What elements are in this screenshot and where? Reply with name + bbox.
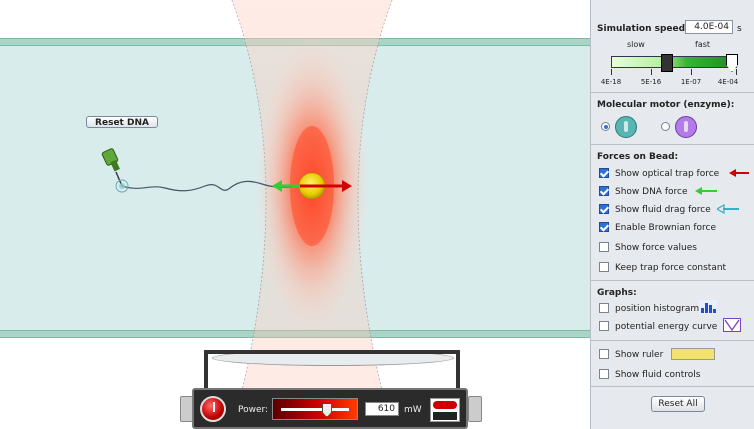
laser-stand	[204, 350, 460, 390]
potential-energy-label: potential energy curve	[615, 322, 718, 332]
power-slider[interactable]	[272, 398, 358, 420]
power-value-field[interactable]: 610	[365, 402, 399, 416]
motor-radio-teal[interactable]	[601, 122, 610, 131]
position-histogram-label: position histogram	[615, 304, 700, 314]
simulation-speed-label: Simulation speed:	[597, 24, 689, 34]
position-histogram-checkbox[interactable]	[599, 303, 609, 313]
speed-range-divider	[661, 54, 673, 72]
speed-slow-label: slow	[627, 40, 645, 49]
speed-tick-label: 5E-16	[640, 78, 662, 86]
speed-tick	[611, 69, 612, 75]
potential-energy-checkbox[interactable]	[599, 321, 609, 331]
optical-trap-force-arrow-icon	[300, 180, 352, 192]
cyan-left-arrow-icon	[717, 204, 739, 214]
divider	[591, 280, 754, 281]
forces-title: Forces on Bead:	[597, 152, 679, 162]
power-unit: mW	[404, 405, 422, 415]
molecular-motor-title: Molecular motor (enzyme):	[597, 100, 735, 110]
fluid-drag-force-checkbox[interactable]	[599, 204, 609, 214]
force-values-checkbox[interactable]	[599, 242, 609, 252]
fluid-drag-force-label: Show fluid drag force	[615, 205, 711, 215]
fluid-controls-checkbox[interactable]	[599, 369, 609, 379]
dna-strand	[121, 180, 301, 192]
divider	[591, 386, 754, 387]
simulation-speed-slider[interactable]	[611, 56, 737, 68]
histogram-icon	[699, 300, 717, 314]
speed-tick-label: 4E-04	[717, 78, 739, 86]
divider	[591, 340, 754, 341]
control-panel: Simulation speed: 4.0E-04 s slow fast 4E…	[590, 0, 754, 429]
red-left-arrow-icon	[729, 169, 749, 177]
dna-force-label: Show DNA force	[615, 187, 688, 197]
motor-radio-purple[interactable]	[661, 122, 670, 131]
divider	[591, 92, 754, 93]
speed-tick	[736, 69, 737, 75]
brownian-force-label: Enable Brownian force	[615, 223, 717, 233]
reset-all-button[interactable]: Reset All	[651, 396, 705, 412]
optical-trap-force-checkbox[interactable]	[599, 168, 609, 178]
force-values-label: Show force values	[615, 243, 697, 253]
speed-tick	[691, 69, 692, 75]
simulation-speed-thumb[interactable]	[726, 54, 738, 72]
speed-tick-label: 4E-18	[600, 78, 622, 86]
power-slider-thumb[interactable]	[321, 403, 332, 417]
speed-tick	[651, 69, 652, 75]
pushpin-icon	[101, 148, 129, 193]
enzyme-teal-icon	[615, 116, 637, 138]
ruler-icon	[671, 348, 715, 360]
speed-fast-label: fast	[695, 40, 711, 49]
trap-force-constant-label: Keep trap force constant	[615, 263, 727, 273]
trap-force-constant-checkbox[interactable]	[599, 262, 609, 272]
divider	[591, 144, 754, 145]
optical-trap-force-label: Show optical trap force	[615, 169, 720, 179]
green-left-arrow-icon	[695, 187, 717, 195]
energy-curve-icon	[723, 318, 741, 332]
graphs-title: Graphs:	[597, 288, 637, 298]
simulation-speed-field[interactable]: 4.0E-04	[685, 20, 733, 34]
dna-force-checkbox[interactable]	[599, 186, 609, 196]
laser-power-toggle[interactable]	[200, 396, 226, 422]
brownian-force-checkbox[interactable]	[599, 222, 609, 232]
fluid-controls-label: Show fluid controls	[615, 370, 701, 380]
laser-right-knob	[468, 396, 482, 422]
show-ruler-checkbox[interactable]	[599, 349, 609, 359]
laser-danger-logo	[430, 398, 460, 422]
enzyme-purple-icon	[675, 116, 697, 138]
laser-beam-layer	[101, 0, 393, 429]
power-label: Power:	[238, 405, 269, 415]
reset-dna-button[interactable]: Reset DNA	[86, 116, 158, 128]
simulation-canvas[interactable]: Reset DNA Power: 610 mW	[0, 0, 590, 429]
speed-tick-label: 1E-07	[680, 78, 702, 86]
simulation-speed-unit: s	[737, 24, 742, 34]
show-ruler-label: Show ruler	[615, 350, 664, 360]
power-slider-track	[281, 408, 349, 411]
